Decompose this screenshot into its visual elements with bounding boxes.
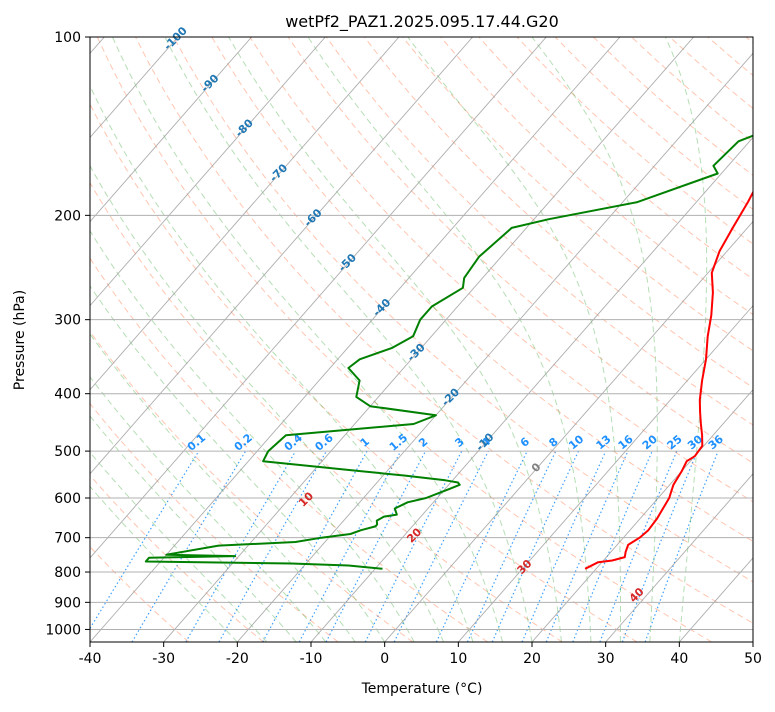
x-tick-label: 10 (449, 651, 467, 667)
x-tick-label: 30 (597, 651, 615, 667)
y-tick-label: 1000 (45, 622, 81, 638)
chart-title: wetPf2_PAZ1.2025.095.17.44.G20 (285, 12, 559, 32)
x-tick-label: 0 (380, 651, 389, 667)
y-tick-label: 500 (54, 444, 81, 460)
y-axis-label: Pressure (hPa) (12, 290, 28, 390)
x-tick-label: 40 (670, 651, 688, 667)
y-tick-label: 100 (54, 30, 81, 46)
x-tick-label: -10 (300, 651, 323, 667)
y-tick-label: 800 (54, 565, 81, 581)
x-axis-label: Temperature (°C) (361, 681, 483, 697)
y-tick-label: 700 (54, 531, 81, 547)
y-tick-label: 900 (54, 595, 81, 611)
x-tick-label: -30 (152, 651, 175, 667)
x-tick-label: 20 (523, 651, 541, 667)
x-tick-label: -40 (79, 651, 102, 667)
y-tick-label: 200 (54, 208, 81, 224)
y-tick-label: 400 (54, 387, 81, 403)
x-tick-label: 50 (744, 651, 762, 667)
x-tick-label: -20 (226, 651, 249, 667)
y-tick-label: 600 (54, 491, 81, 507)
y-tick-label: 300 (54, 313, 81, 329)
